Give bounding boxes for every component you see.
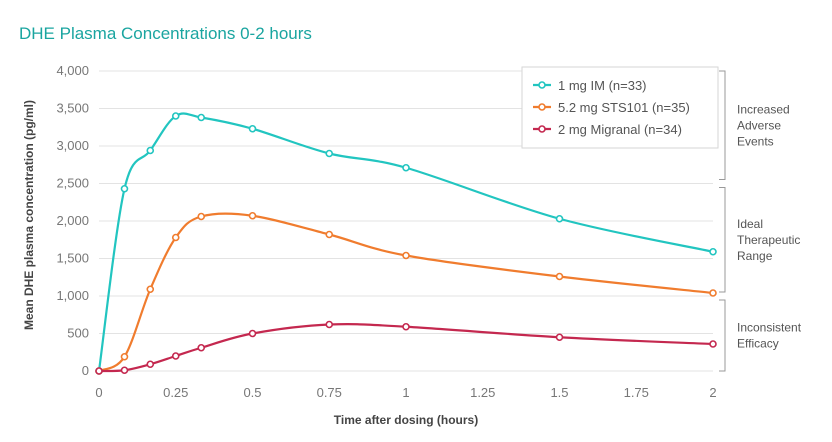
legend-label: 2 mg Migranal (n=34)	[558, 122, 682, 137]
range-label: Therapeutic	[737, 233, 800, 247]
legend-box	[521, 66, 719, 149]
data-point	[325, 320, 334, 329]
series-line	[97, 112, 714, 372]
series-2	[95, 320, 717, 375]
data-point	[146, 146, 155, 155]
legend-marker	[538, 103, 546, 111]
data-point	[95, 367, 103, 375]
x-tick-label: 0.75	[317, 385, 342, 400]
data-point	[709, 340, 717, 348]
data-point	[120, 184, 129, 193]
y-tick-label: 1,500	[56, 251, 89, 266]
data-point	[197, 343, 206, 352]
x-tick-label: 1.5	[550, 385, 568, 400]
data-point	[325, 149, 334, 158]
x-axis-ticks: 0 0.25 0.5 0.75 1 1.25 1.5 1.75 2	[95, 385, 716, 400]
data-point	[555, 272, 564, 281]
data-point	[555, 333, 564, 342]
data-point	[171, 112, 180, 120]
legend-marker	[538, 81, 546, 89]
data-point	[709, 289, 717, 297]
data-point	[171, 352, 180, 360]
y-tick-label: 1,000	[56, 288, 89, 303]
y-tick-label: 4,000	[56, 63, 89, 78]
data-point	[171, 233, 180, 242]
x-tick-label: 0.25	[163, 385, 188, 400]
range-label: Inconsistent	[737, 321, 802, 335]
data-point	[402, 163, 410, 172]
range-bracket	[719, 70, 726, 180]
data-point	[402, 322, 410, 331]
chart-title: DHE Plasma Concentrations 0-2 hours	[19, 24, 312, 43]
y-tick-label: 2,500	[56, 176, 89, 191]
grid-lines	[99, 70, 713, 372]
data-point	[248, 211, 257, 220]
range-label: Increased	[737, 102, 790, 116]
data-point	[248, 124, 257, 133]
series-1	[95, 211, 717, 375]
data-point	[402, 251, 410, 260]
data-point	[120, 366, 129, 375]
range-bracket	[719, 187, 726, 293]
range-label: Events	[737, 134, 774, 148]
data-point	[325, 230, 334, 239]
data-point	[146, 360, 155, 369]
x-tick-label: 1	[402, 385, 409, 400]
y-axis-label: Mean DHE plasma concentration (pg/ml)	[22, 100, 36, 330]
y-tick-label: 0	[82, 363, 89, 378]
x-tick-label: 2	[709, 385, 716, 400]
y-tick-label: 500	[67, 326, 89, 341]
series-layer	[95, 112, 717, 375]
data-point	[197, 212, 206, 221]
legend-label: 1 mg IM (n=33)	[558, 78, 647, 93]
x-tick-label: 1.25	[470, 385, 495, 400]
range-label: Efficacy	[737, 337, 779, 351]
data-point	[555, 214, 564, 223]
legend-marker	[538, 125, 546, 133]
y-tick-label: 3,500	[56, 101, 89, 116]
data-point	[248, 329, 257, 338]
legend: 1 mg IM (n=33) 5.2 mg STS101 (n=35) 2 mg M…	[521, 66, 719, 149]
series-0	[95, 112, 717, 375]
x-tick-label: 0	[95, 385, 102, 400]
data-point	[709, 247, 717, 256]
legend-label: 5.2 mg STS101 (n=35)	[558, 100, 690, 115]
series-line	[98, 322, 714, 373]
data-point	[146, 285, 155, 294]
data-point	[120, 352, 129, 361]
range-brackets: Increased Adverse Events Ideal Therapeutic Ra…	[719, 70, 802, 372]
range-label: Range	[737, 249, 773, 263]
range-label: Adverse	[737, 118, 781, 132]
y-tick-label: 3,000	[56, 138, 89, 153]
range-label: Ideal	[737, 217, 763, 231]
x-tick-label: 0.5	[243, 385, 261, 400]
range-bracket	[719, 299, 726, 372]
y-axis-ticks: 0 500 1,000 1,500 2,000 2,500 3,000 3,500 4,000	[56, 63, 89, 378]
x-tick-label: 1.75	[624, 385, 649, 400]
x-axis-label: Time after dosing (hours)	[334, 413, 478, 427]
series-line	[98, 212, 714, 373]
data-point	[197, 113, 206, 122]
y-tick-label: 2,000	[56, 213, 89, 228]
